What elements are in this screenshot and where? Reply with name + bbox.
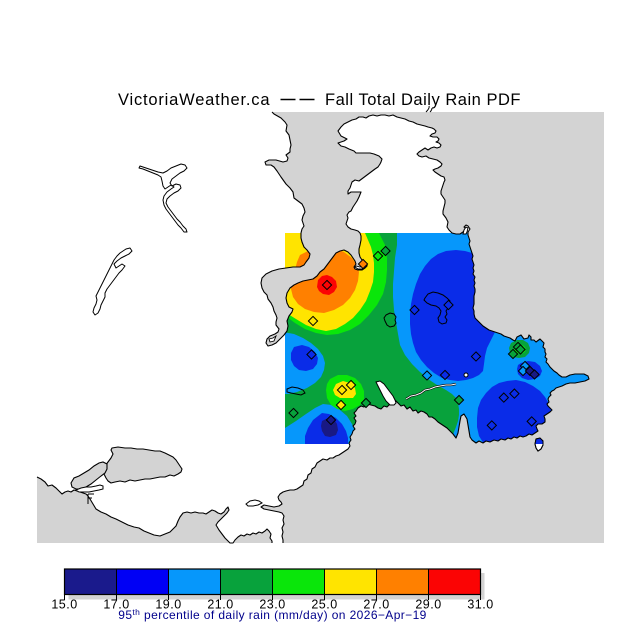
svg-text:95th percentile of daily rain: 95th percentile of daily rain (mm/day) o… <box>118 607 426 622</box>
svg-text:19.0: 19.0 <box>155 598 181 612</box>
svg-text:23.0: 23.0 <box>259 598 285 612</box>
svg-text:29.0: 29.0 <box>415 598 441 612</box>
svg-text:21.0: 21.0 <box>207 598 233 612</box>
svg-text:Fall Total Daily Rain PDF: Fall Total Daily Rain PDF <box>325 91 521 109</box>
svg-text:31.0: 31.0 <box>467 598 493 612</box>
svg-text:15.0: 15.0 <box>51 598 77 612</box>
svg-text:25.0: 25.0 <box>311 598 337 612</box>
svg-text:17.0: 17.0 <box>103 598 129 612</box>
svg-text:27.0: 27.0 <box>363 598 389 612</box>
svg-text:VictoriaWeather.ca: VictoriaWeather.ca <box>118 91 270 109</box>
